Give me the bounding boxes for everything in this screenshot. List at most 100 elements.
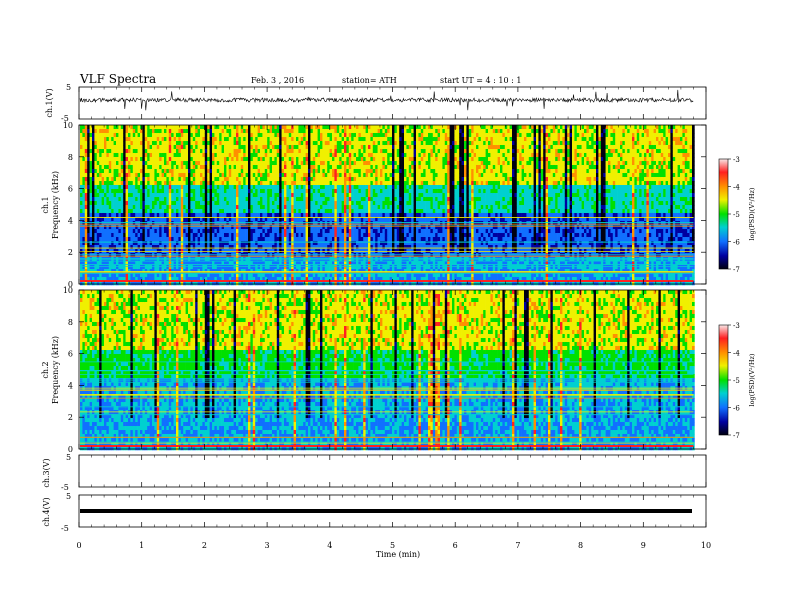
spectrogram-cell xyxy=(219,197,222,202)
spectrogram-cell xyxy=(267,249,270,254)
spectrogram-cell xyxy=(272,173,275,178)
spectrogram-cell xyxy=(255,233,258,238)
spectrogram-cell xyxy=(185,197,189,202)
spectrogram-cell xyxy=(368,217,371,222)
spectrogram-cell xyxy=(171,145,174,150)
spectrogram-cell xyxy=(233,245,237,250)
spectrogram-cell xyxy=(255,277,258,282)
spectrogram-cell xyxy=(149,157,153,162)
spectrogram-cell xyxy=(248,245,251,250)
spectrogram-cell xyxy=(260,129,263,134)
spectrogram-cell xyxy=(233,197,237,202)
spectrogram-cell xyxy=(123,157,126,162)
spectrogram-cell xyxy=(154,265,158,270)
spectrogram-cell xyxy=(358,181,362,186)
spectrogram-cell xyxy=(248,217,251,222)
spectrogram-cell xyxy=(332,169,335,174)
spectrogram-cell xyxy=(358,133,362,138)
spectrogram-cell xyxy=(303,253,306,258)
spectrogram-cell xyxy=(300,149,304,154)
spectrogram-cell xyxy=(166,245,170,250)
spectrogram-cell xyxy=(168,201,172,206)
spectrogram-cell xyxy=(276,165,280,170)
spectrogram-cell xyxy=(300,249,304,254)
spectrogram-cell xyxy=(262,273,266,278)
spectrogram-cell xyxy=(135,193,138,198)
spectrogram-cell xyxy=(358,229,362,234)
spectrogram-cell xyxy=(334,229,338,234)
spectrogram-cell xyxy=(308,185,311,190)
spectrogram-cell xyxy=(80,165,83,170)
spectrogram-cell xyxy=(300,221,304,226)
spectrogram-cell xyxy=(173,185,177,190)
spectrogram-cell xyxy=(207,149,210,154)
spectrogram-cell xyxy=(284,169,287,174)
spectrogram-cell xyxy=(123,221,126,226)
spectrogram-cell xyxy=(106,209,110,214)
spectrogram-cell xyxy=(113,165,117,170)
spectrogram-cell xyxy=(315,165,318,170)
spectrogram-cell xyxy=(312,205,316,210)
spectrogram-cell xyxy=(120,137,124,142)
spectrogram-cell xyxy=(257,229,261,234)
spectrogram-cell xyxy=(82,273,86,278)
spectrogram-cell xyxy=(92,213,95,218)
spectrogram-cell xyxy=(322,205,326,210)
spectrogram-cell xyxy=(315,185,318,190)
spectrogram-cell xyxy=(173,265,177,270)
spectrogram-cell xyxy=(216,225,220,230)
spectrogram-cell xyxy=(303,145,306,150)
spectrogram-cell xyxy=(152,261,155,266)
spectrogram-cell xyxy=(154,189,158,194)
spectrogram-cell xyxy=(238,177,242,182)
spectrogram-cell xyxy=(375,149,378,154)
spectrogram-cell xyxy=(92,173,95,178)
spectrogram-cell xyxy=(358,253,362,258)
spectrogram-cell xyxy=(317,201,321,206)
spectrogram-cell xyxy=(137,225,141,230)
spectrogram-cell xyxy=(336,185,340,190)
spectrogram-cell xyxy=(236,241,239,246)
spectrogram-cell xyxy=(161,125,165,130)
spectrogram-cell xyxy=(173,277,177,282)
spectrogram-cell xyxy=(365,165,369,170)
spectrogram-cell xyxy=(339,125,342,130)
spectrogram-cell xyxy=(298,201,302,206)
spectrogram-cell xyxy=(322,245,326,250)
spectrogram-cell xyxy=(185,273,189,278)
spectrogram-cell xyxy=(243,281,246,286)
spectrogram-cell xyxy=(195,213,198,218)
spectrogram-cell xyxy=(144,125,148,130)
spectrogram-cell xyxy=(252,149,256,154)
spectrogram-cell xyxy=(106,273,110,278)
spectrogram-cell xyxy=(363,217,366,222)
spectrogram-cell xyxy=(279,201,282,206)
spectrogram-cell xyxy=(279,209,282,214)
spectrogram-cell xyxy=(178,205,182,210)
spectrogram-cell xyxy=(298,217,302,222)
spectrogram-cell xyxy=(168,185,172,190)
spectrogram-cell xyxy=(286,241,290,246)
spectrogram-cell xyxy=(305,125,309,130)
spectrogram-cell xyxy=(310,165,314,170)
spectrogram-cell xyxy=(315,233,318,238)
spectrogram-cell xyxy=(226,241,230,246)
spectrogram-cell xyxy=(262,245,266,250)
spectrogram-cell xyxy=(147,233,150,238)
spectrogram-cell xyxy=(236,177,239,182)
spectrogram-cell xyxy=(176,277,179,282)
spectrogram-cell xyxy=(80,173,83,178)
spectrogram-cell xyxy=(176,177,179,182)
spectrogram-cell xyxy=(248,153,251,158)
spectrogram-cell xyxy=(152,233,155,238)
spectrogram-cell xyxy=(334,129,338,134)
spectrogram-cell xyxy=(308,281,311,286)
spectrogram-cell xyxy=(209,129,213,134)
spectrogram-cell xyxy=(108,189,112,194)
spectrogram-cell xyxy=(226,249,230,254)
spectrogram-cell xyxy=(226,233,230,238)
spectrogram-cell xyxy=(87,137,90,142)
spectrogram-cell xyxy=(356,185,359,190)
spectrogram-cell xyxy=(197,225,201,230)
spectrogram-cell xyxy=(245,129,249,134)
